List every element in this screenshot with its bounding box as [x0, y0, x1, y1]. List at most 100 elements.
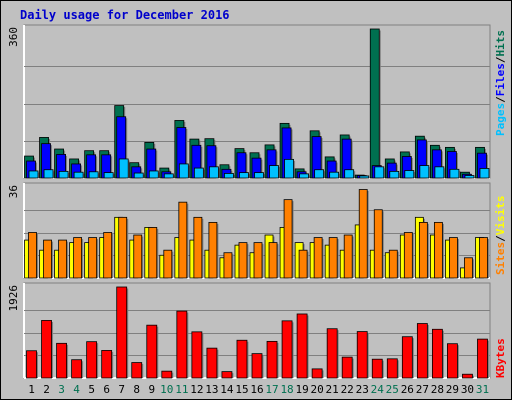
sites-bar	[88, 237, 98, 279]
legend-entry: KBytes	[494, 338, 507, 378]
sites-bar	[253, 242, 263, 279]
x-tick-label: 12	[190, 383, 203, 396]
legend-entry: Hits	[494, 30, 507, 57]
sites-bar	[388, 249, 398, 279]
kbytes-bar	[356, 331, 368, 379]
pages-bar	[449, 168, 460, 179]
legend-entry: Visits	[494, 196, 507, 236]
kbytes-bar	[161, 370, 173, 379]
sites-bar	[449, 237, 458, 279]
x-tick-label: 26	[401, 383, 414, 396]
x-tick-label: 18	[280, 383, 293, 396]
x-tick-label: 28	[431, 383, 444, 396]
x-tick-label: 24	[371, 383, 385, 396]
pages-bar	[103, 172, 114, 179]
y-axis-max-label: 36	[7, 185, 20, 198]
sites-bar	[283, 199, 293, 279]
pages-bar	[464, 175, 475, 179]
sites-bar	[433, 221, 443, 279]
x-tick-label: 4	[73, 383, 80, 396]
x-tick-label: 5	[88, 383, 95, 396]
kbytes-bar	[41, 320, 52, 379]
x-tick-label: 31	[476, 383, 489, 396]
kbytes-bar	[462, 373, 473, 379]
kbytes-bar	[146, 324, 158, 379]
x-tick-label: 20	[311, 383, 324, 396]
kbytes-bar	[371, 358, 383, 379]
legend-entry: /	[494, 235, 507, 242]
sites-bar	[43, 239, 52, 279]
sites-bar	[358, 189, 368, 279]
kbytes-bar	[251, 353, 263, 379]
sites-bar	[223, 252, 233, 279]
kbytes-bar	[56, 342, 67, 379]
hits-bar	[369, 28, 380, 179]
pages-bar	[178, 163, 189, 179]
sites-bar	[118, 216, 128, 279]
legend-entry: Sites	[494, 242, 507, 275]
kbytes-bar	[311, 368, 323, 379]
sites-bar	[343, 234, 353, 279]
kbytes-bar	[416, 323, 428, 379]
sites-bar	[373, 209, 383, 279]
pages-bar	[419, 165, 430, 179]
sites-bar	[328, 237, 338, 279]
x-tick-label: 10	[160, 383, 173, 396]
x-tick-label: 15	[235, 383, 248, 396]
y-axis-max-label: 1926	[7, 285, 20, 312]
pages-bar	[284, 158, 294, 179]
legend-entry: Files	[494, 63, 507, 96]
legend-sites-visits: Sites/Visits	[494, 196, 507, 276]
kbytes-bar	[266, 340, 278, 379]
sites-bar	[298, 249, 308, 279]
x-tick-label: 11	[175, 383, 188, 396]
x-tick-label: 19	[295, 383, 308, 396]
sites-bar	[148, 227, 158, 279]
pages-bar	[193, 167, 204, 179]
x-axis-day-labels: 1 2 3 4 5 6 7 8 9 10 11 12 13 14 15 16 17 18 19 20 21 22 23 24 2…	[28, 383, 489, 396]
kbytes-bar	[326, 328, 338, 379]
x-tick-label: 2	[43, 383, 50, 396]
pages-bar	[148, 170, 159, 179]
pages-bar	[479, 168, 490, 179]
kbytes-bar	[191, 331, 203, 379]
sites-bar	[178, 201, 188, 279]
kbytes-bar	[236, 339, 248, 379]
y-axis-max-label: 360	[7, 27, 20, 47]
kbytes-bar	[26, 350, 37, 379]
x-tick-label: 25	[386, 383, 399, 396]
pages-bar	[344, 169, 355, 179]
kbytes-bar	[296, 313, 308, 379]
pages-bar	[314, 169, 325, 179]
panel-hits-files-pages: 360	[7, 24, 491, 179]
sites-bar	[418, 221, 428, 279]
kbytes-bar	[86, 341, 98, 379]
sites-bar	[58, 239, 67, 279]
x-tick-label: 3	[58, 383, 65, 396]
legend-text: Pages/Files/Hits	[494, 30, 507, 136]
pages-bar	[269, 165, 279, 179]
pages-bar	[329, 171, 340, 179]
pages-bar	[389, 170, 400, 179]
x-tick-label: 14	[220, 383, 234, 396]
kbytes-bar	[447, 343, 458, 379]
kbytes-bar	[386, 358, 398, 379]
x-tick-label: 17	[265, 383, 278, 396]
legend-entry: Pages	[494, 103, 507, 136]
pages-bar	[299, 173, 309, 179]
x-tick-label: 8	[133, 383, 140, 396]
pages-bar	[404, 170, 415, 179]
x-tick-label: 6	[103, 383, 110, 396]
sites-bar	[208, 221, 218, 279]
kbytes-bar	[477, 338, 488, 379]
kbytes-bar	[341, 356, 353, 379]
pages-bar	[374, 166, 385, 179]
sites-bar	[103, 232, 113, 279]
sites-bar	[28, 232, 37, 279]
kbytes-bar	[221, 371, 233, 379]
kbytes-bar	[431, 328, 443, 379]
sites-bar	[464, 257, 473, 279]
sites-bar	[193, 216, 203, 279]
sites-bar	[313, 237, 323, 279]
